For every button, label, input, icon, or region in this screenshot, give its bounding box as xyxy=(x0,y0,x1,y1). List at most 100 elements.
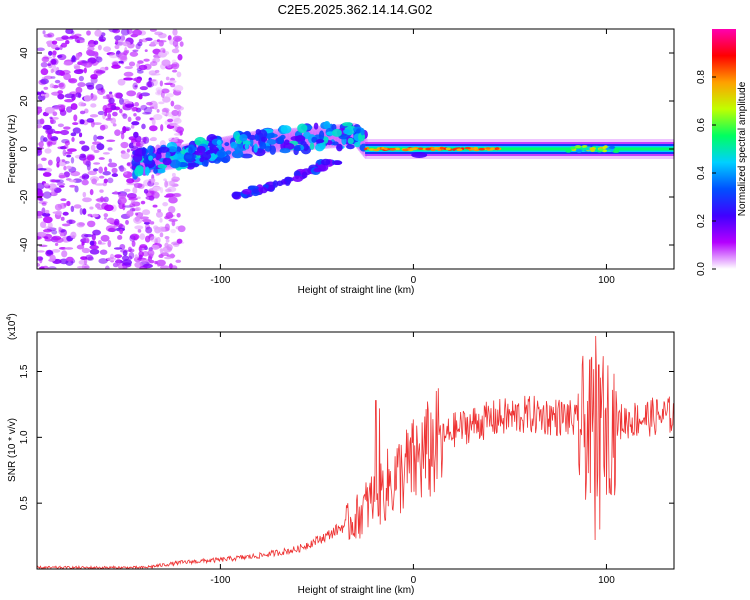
noise-blob xyxy=(175,225,183,230)
lower-branch-blob xyxy=(276,180,284,187)
noise-blob xyxy=(111,173,119,178)
branch-blob xyxy=(234,149,239,154)
carrier-peak xyxy=(603,145,608,149)
noise-blob xyxy=(87,170,98,176)
noise-blob xyxy=(120,54,128,63)
noise-blob xyxy=(132,78,137,82)
noise-blob xyxy=(83,94,92,102)
carrier-peak xyxy=(565,149,572,153)
noise-blob xyxy=(96,135,105,140)
noise-blob xyxy=(114,35,122,41)
noise-blob xyxy=(70,156,75,164)
noise-blob xyxy=(78,132,83,138)
branch-blob xyxy=(342,122,353,127)
noise-blob xyxy=(70,103,78,110)
noise-blob xyxy=(90,103,97,108)
noise-blob xyxy=(57,54,63,58)
noise-blob xyxy=(83,174,90,179)
noise-blob xyxy=(117,235,123,240)
noise-blob xyxy=(102,95,108,100)
noise-blob xyxy=(98,258,108,264)
chart-title: C2E5.2025.362.14.14.G02 xyxy=(278,2,433,17)
noise-blob xyxy=(168,139,179,143)
branch-blob xyxy=(249,137,254,147)
noise-blob xyxy=(85,237,90,244)
noise-blob xyxy=(43,33,53,38)
noise-blob xyxy=(167,205,176,214)
noise-blob xyxy=(70,205,75,213)
noise-blob xyxy=(78,259,87,265)
noise-blob xyxy=(68,179,77,183)
noise-blob xyxy=(139,265,148,269)
noise-blob xyxy=(126,192,137,199)
carrier-peak xyxy=(583,147,589,151)
noise-blob xyxy=(107,112,112,120)
noise-blob xyxy=(168,196,178,204)
noise-blob xyxy=(107,177,114,184)
noise-blob xyxy=(120,141,129,149)
noise-blob xyxy=(172,192,182,198)
noise-blob xyxy=(134,102,140,107)
noise-blob xyxy=(89,245,99,250)
noise-blob xyxy=(66,200,71,207)
noise-blob xyxy=(174,37,181,43)
noise-blob xyxy=(149,29,157,32)
noise-blob xyxy=(103,213,109,218)
noise-blob xyxy=(51,229,58,235)
noise-blob xyxy=(79,119,85,125)
noise-blob xyxy=(47,266,57,269)
noise-blob xyxy=(151,244,160,250)
noise-blob xyxy=(148,79,157,82)
noise-blob xyxy=(98,166,104,174)
noise-blob xyxy=(98,36,107,42)
noise-blob xyxy=(176,238,183,244)
noise-blob xyxy=(120,29,130,36)
noise-blob xyxy=(153,113,163,121)
noise-blob xyxy=(149,259,155,264)
noise-blob xyxy=(171,48,180,54)
noise-blob xyxy=(130,200,136,205)
noise-blob xyxy=(59,44,63,51)
noise-blob xyxy=(165,76,170,81)
branch-blob xyxy=(240,153,253,159)
noise-blob xyxy=(122,41,131,47)
noise-blob xyxy=(50,58,59,66)
noise-blob xyxy=(56,156,61,164)
noise-blob xyxy=(73,65,81,70)
branch-blob xyxy=(207,149,214,154)
noise-blob xyxy=(87,84,95,90)
branch-blob xyxy=(165,151,171,159)
noise-blob xyxy=(97,44,102,51)
noise-blob xyxy=(159,265,170,269)
noise-blob xyxy=(119,249,129,253)
noise-blob xyxy=(86,220,96,228)
noise-blob xyxy=(143,221,150,225)
noise-blob xyxy=(56,104,66,109)
noise-blob xyxy=(68,78,78,84)
carrier-peak xyxy=(395,147,400,151)
branch-blob xyxy=(294,135,306,142)
noise-blob xyxy=(41,207,46,215)
noise-blob xyxy=(69,184,76,188)
noise-blob xyxy=(66,154,72,158)
noise-blob xyxy=(151,118,156,126)
noise-blob xyxy=(59,247,67,250)
noise-blob xyxy=(122,126,127,134)
noise-blob xyxy=(177,54,183,61)
branch-blob xyxy=(141,147,146,157)
noise-blob xyxy=(139,244,148,249)
carrier-peak xyxy=(418,147,424,150)
noise-blob xyxy=(117,196,127,205)
noise-blob xyxy=(127,246,132,253)
noise-blob xyxy=(159,80,163,87)
noise-blob xyxy=(135,206,141,212)
carrier-peak xyxy=(456,148,463,152)
lower-branch-blob xyxy=(301,171,308,179)
lower-branch-blob xyxy=(284,176,292,182)
noise-blob xyxy=(166,93,174,98)
noise-blob xyxy=(47,159,53,166)
noise-blob xyxy=(107,227,116,232)
noise-blob xyxy=(49,138,56,141)
noise-blob xyxy=(102,171,111,176)
branch-blob xyxy=(299,145,305,151)
